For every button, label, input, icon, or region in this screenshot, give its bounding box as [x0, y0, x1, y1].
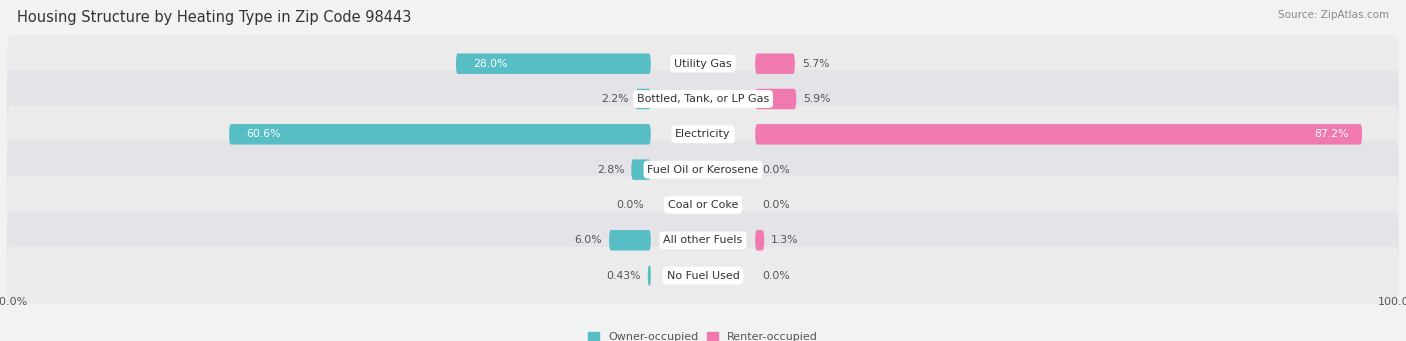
FancyBboxPatch shape [755, 124, 1362, 145]
Text: All other Fuels: All other Fuels [664, 235, 742, 245]
FancyBboxPatch shape [609, 230, 651, 251]
FancyBboxPatch shape [636, 89, 651, 109]
FancyBboxPatch shape [7, 35, 1399, 93]
FancyBboxPatch shape [7, 105, 1399, 163]
FancyBboxPatch shape [7, 211, 1399, 269]
Text: 60.6%: 60.6% [246, 129, 281, 139]
Text: 0.0%: 0.0% [762, 200, 790, 210]
Text: No Fuel Used: No Fuel Used [666, 271, 740, 281]
Text: 5.7%: 5.7% [801, 59, 830, 69]
Text: Fuel Oil or Kerosene: Fuel Oil or Kerosene [647, 165, 759, 175]
Text: Source: ZipAtlas.com: Source: ZipAtlas.com [1278, 10, 1389, 20]
FancyBboxPatch shape [755, 89, 796, 109]
FancyBboxPatch shape [7, 141, 1399, 198]
Text: Coal or Coke: Coal or Coke [668, 200, 738, 210]
FancyBboxPatch shape [229, 124, 651, 145]
FancyBboxPatch shape [648, 265, 651, 286]
Text: 28.0%: 28.0% [474, 59, 508, 69]
Text: 5.9%: 5.9% [803, 94, 831, 104]
FancyBboxPatch shape [755, 54, 794, 74]
Text: 87.2%: 87.2% [1313, 129, 1348, 139]
FancyBboxPatch shape [456, 54, 651, 74]
Legend: Owner-occupied, Renter-occupied: Owner-occupied, Renter-occupied [588, 332, 818, 341]
Text: 6.0%: 6.0% [575, 235, 602, 245]
FancyBboxPatch shape [7, 70, 1399, 128]
Text: 2.2%: 2.2% [600, 94, 628, 104]
FancyBboxPatch shape [631, 159, 651, 180]
Text: Electricity: Electricity [675, 129, 731, 139]
Text: Utility Gas: Utility Gas [675, 59, 731, 69]
Text: 0.43%: 0.43% [606, 271, 641, 281]
Text: 1.3%: 1.3% [772, 235, 799, 245]
Text: Bottled, Tank, or LP Gas: Bottled, Tank, or LP Gas [637, 94, 769, 104]
Text: 2.8%: 2.8% [598, 165, 624, 175]
Text: Housing Structure by Heating Type in Zip Code 98443: Housing Structure by Heating Type in Zip… [17, 10, 411, 25]
FancyBboxPatch shape [7, 176, 1399, 234]
Text: 0.0%: 0.0% [762, 165, 790, 175]
Text: 0.0%: 0.0% [616, 200, 644, 210]
FancyBboxPatch shape [7, 247, 1399, 305]
FancyBboxPatch shape [755, 230, 765, 251]
Text: 0.0%: 0.0% [762, 271, 790, 281]
